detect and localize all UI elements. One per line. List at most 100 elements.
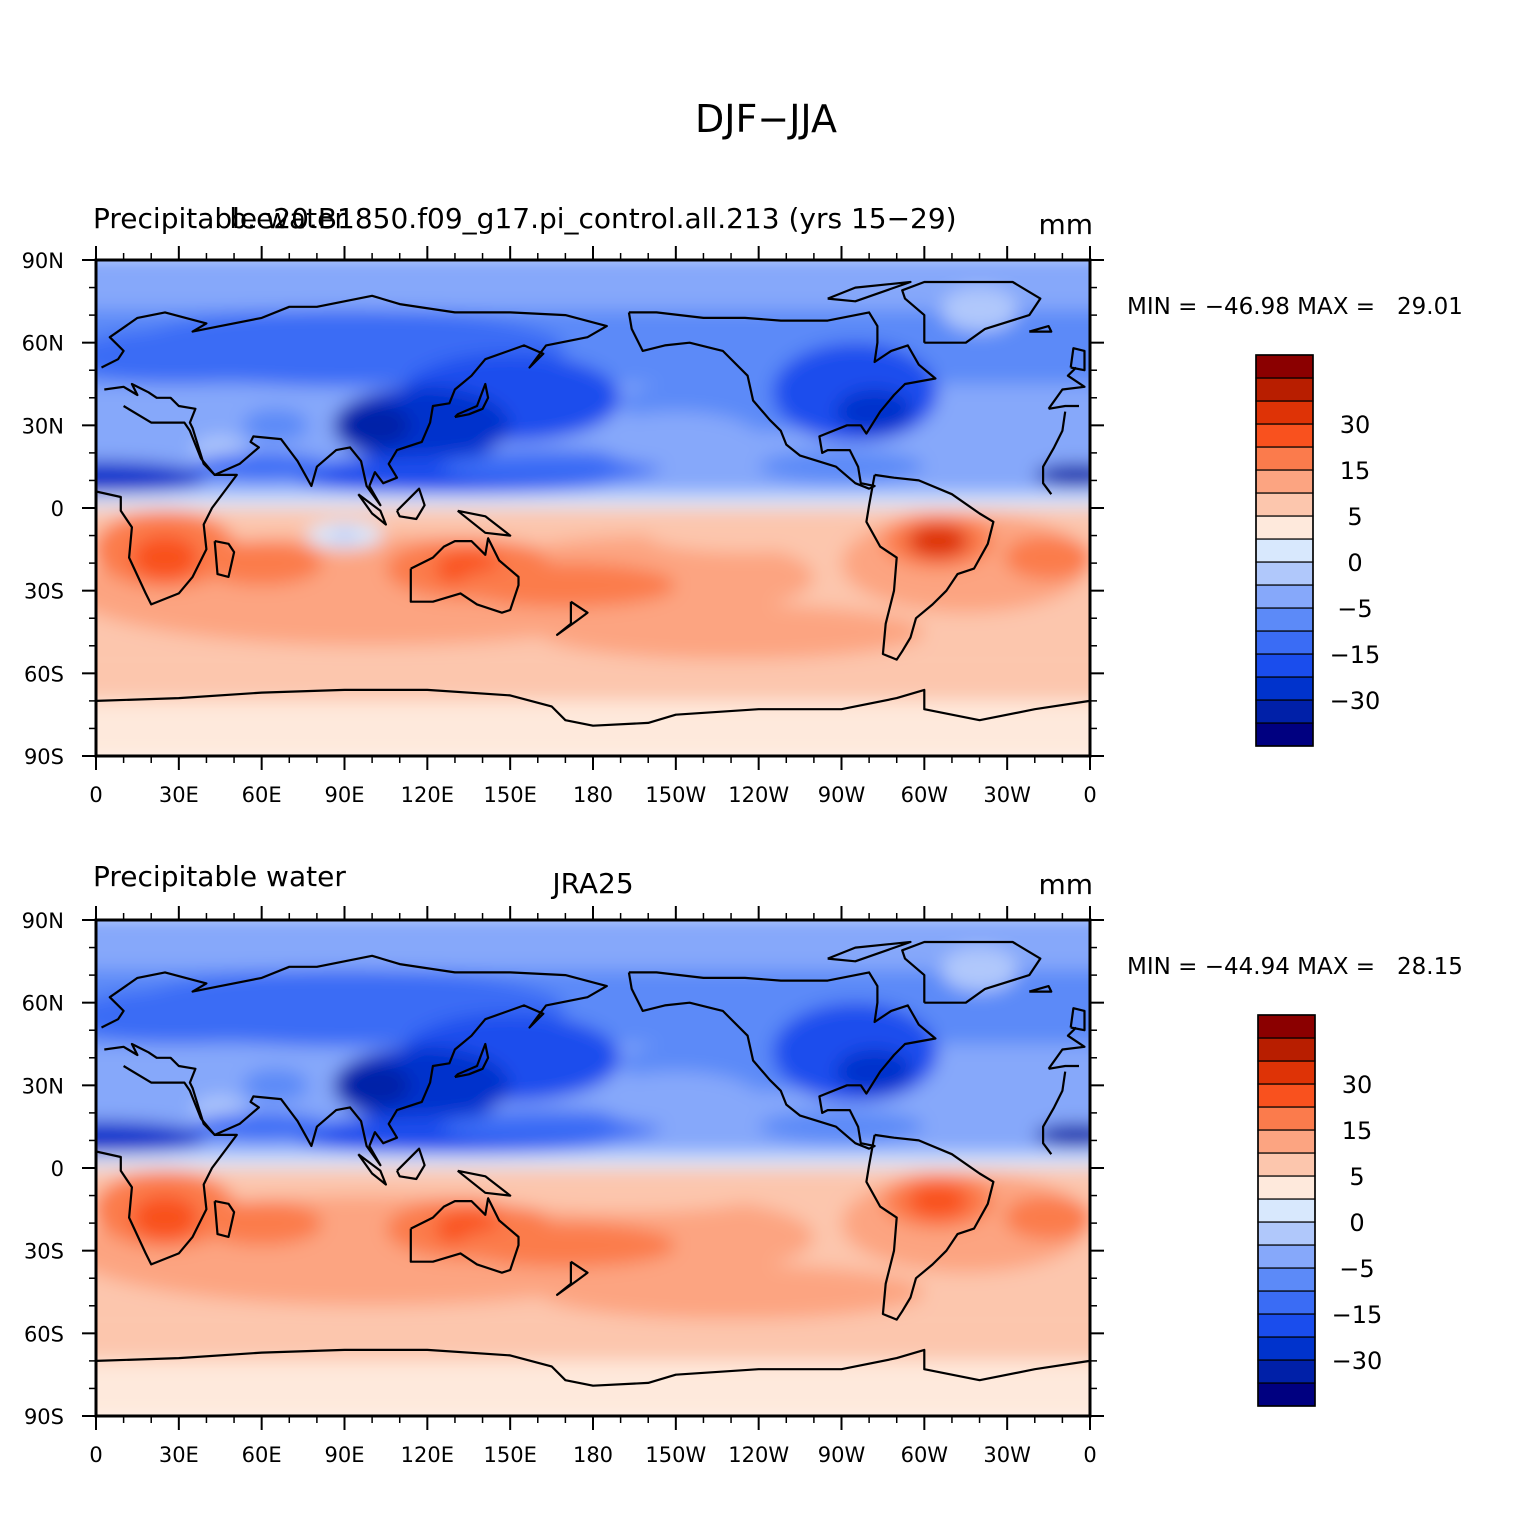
field-blob bbox=[946, 389, 1068, 434]
coastline bbox=[1028, 325, 1053, 333]
colorbar-label: 5 bbox=[1347, 503, 1362, 531]
colorbar-frame bbox=[1255, 354, 1314, 747]
colorbar-label: 15 bbox=[1342, 1117, 1373, 1145]
colorbar-label: −5 bbox=[1337, 595, 1372, 623]
coastline bbox=[357, 1153, 387, 1186]
x-tick-label: 0 bbox=[89, 783, 102, 807]
x-tick-label: 90E bbox=[325, 783, 365, 807]
coastline bbox=[827, 280, 912, 303]
x-tick-label: 180 bbox=[573, 783, 613, 807]
field-blob bbox=[96, 328, 290, 384]
field-blob bbox=[1004, 1195, 1090, 1240]
x-tick-label: 60W bbox=[901, 783, 949, 807]
coastline bbox=[1041, 1071, 1067, 1155]
colorbar-box bbox=[1255, 676, 1314, 701]
y-tick-label: 60S bbox=[24, 1322, 64, 1346]
colorbar-label: −15 bbox=[1332, 1301, 1383, 1329]
y-tick-label: 30N bbox=[22, 414, 64, 438]
colorbar-box bbox=[1255, 446, 1314, 471]
field-blob bbox=[758, 1110, 925, 1144]
y-tick-label: 90N bbox=[22, 909, 64, 933]
field-blob bbox=[330, 530, 359, 542]
x-tick-label: 150E bbox=[483, 783, 536, 807]
x-tick-label: 0 bbox=[1083, 1443, 1096, 1467]
x-tick-label: 90W bbox=[818, 783, 866, 807]
field-blob bbox=[333, 1063, 411, 1108]
coastline bbox=[457, 1169, 512, 1197]
coastline bbox=[555, 1260, 589, 1296]
field-blob bbox=[200, 1201, 323, 1246]
colorbar: −30 −15 −5 0 5 15 30 bbox=[1257, 1014, 1383, 1407]
field-layer bbox=[96, 920, 1090, 1416]
x-tick-label: 30E bbox=[159, 1443, 199, 1467]
field-blob bbox=[200, 541, 323, 586]
field-blob bbox=[1004, 535, 1090, 580]
coastline bbox=[96, 1065, 238, 1266]
coastline bbox=[1069, 1007, 1086, 1032]
field-blob bbox=[1034, 1123, 1090, 1146]
y-tick-label: 90S bbox=[24, 745, 64, 769]
field-blob bbox=[946, 1049, 1068, 1094]
colorbar-box bbox=[1255, 538, 1314, 563]
coastline bbox=[1041, 411, 1067, 495]
colorbar-box bbox=[1257, 1267, 1316, 1292]
field-blob bbox=[940, 947, 1019, 992]
field-blob bbox=[192, 452, 331, 481]
coastline bbox=[454, 382, 490, 419]
coastline bbox=[213, 1200, 236, 1239]
coastline bbox=[627, 311, 937, 490]
coastline bbox=[409, 537, 520, 614]
coastline bbox=[396, 1147, 426, 1181]
x-tick-label: 150W bbox=[645, 1443, 706, 1467]
field-blob bbox=[648, 519, 842, 553]
precipitable-water-field bbox=[96, 920, 1090, 1416]
y-tick-label: 60N bbox=[22, 992, 64, 1016]
coastline bbox=[409, 1197, 520, 1274]
coastline bbox=[865, 1133, 995, 1321]
x-tick-label: 60E bbox=[242, 1443, 282, 1467]
y-tick-label: 60S bbox=[24, 662, 64, 686]
colorbar-box bbox=[1257, 1014, 1316, 1039]
y-tick-label: 90N bbox=[22, 249, 64, 273]
panel-center-title: b.e20.B1850.f09_g17.pi_control.all.213 (… bbox=[229, 202, 956, 235]
colorbar-box bbox=[1255, 377, 1314, 402]
colorbar-box bbox=[1255, 400, 1314, 425]
colorbar-box bbox=[1257, 1083, 1316, 1108]
coastline bbox=[357, 493, 387, 526]
panel-center-title: JRA25 bbox=[550, 867, 633, 900]
colorbar-label: 15 bbox=[1340, 457, 1371, 485]
field-blob bbox=[940, 287, 1019, 332]
colorbar-label: −15 bbox=[1330, 641, 1381, 669]
colorbar-label: −5 bbox=[1339, 1255, 1374, 1283]
field-layer bbox=[96, 260, 1090, 756]
coastline bbox=[901, 940, 1042, 1004]
precipitable-water-field bbox=[96, 260, 1090, 756]
x-tick-label: 30W bbox=[983, 1443, 1031, 1467]
coastlines bbox=[96, 940, 1090, 1387]
x-tick-label: 120W bbox=[728, 783, 789, 807]
x-tick-label: 90E bbox=[325, 1443, 365, 1467]
colorbar-box bbox=[1257, 1152, 1316, 1177]
map-panel-1: Precipitable water b.e20.B1850.f09_g17.p… bbox=[22, 202, 1463, 807]
field-blob bbox=[454, 563, 676, 608]
field-blob bbox=[96, 988, 290, 1044]
coastline bbox=[1048, 1064, 1079, 1070]
field-blob bbox=[242, 1068, 309, 1102]
field-blob bbox=[96, 1322, 317, 1356]
coastline bbox=[827, 940, 912, 963]
field-blob bbox=[593, 411, 759, 467]
x-tick-label: 30E bbox=[159, 783, 199, 807]
coastline bbox=[96, 688, 1090, 727]
x-tick-label: 120E bbox=[401, 1443, 454, 1467]
colorbar-box bbox=[1257, 1198, 1316, 1223]
field-blob bbox=[131, 1195, 199, 1240]
colorbar: −30 −15 −5 0 5 15 30 bbox=[1255, 354, 1381, 747]
field-blob bbox=[907, 524, 969, 558]
colorbar-box bbox=[1255, 515, 1314, 540]
x-tick-label: 0 bbox=[89, 1443, 102, 1467]
colorbar-box bbox=[1257, 1382, 1316, 1407]
field-blob bbox=[441, 1110, 663, 1144]
field-blob bbox=[192, 1112, 331, 1141]
field-blob bbox=[333, 403, 411, 448]
